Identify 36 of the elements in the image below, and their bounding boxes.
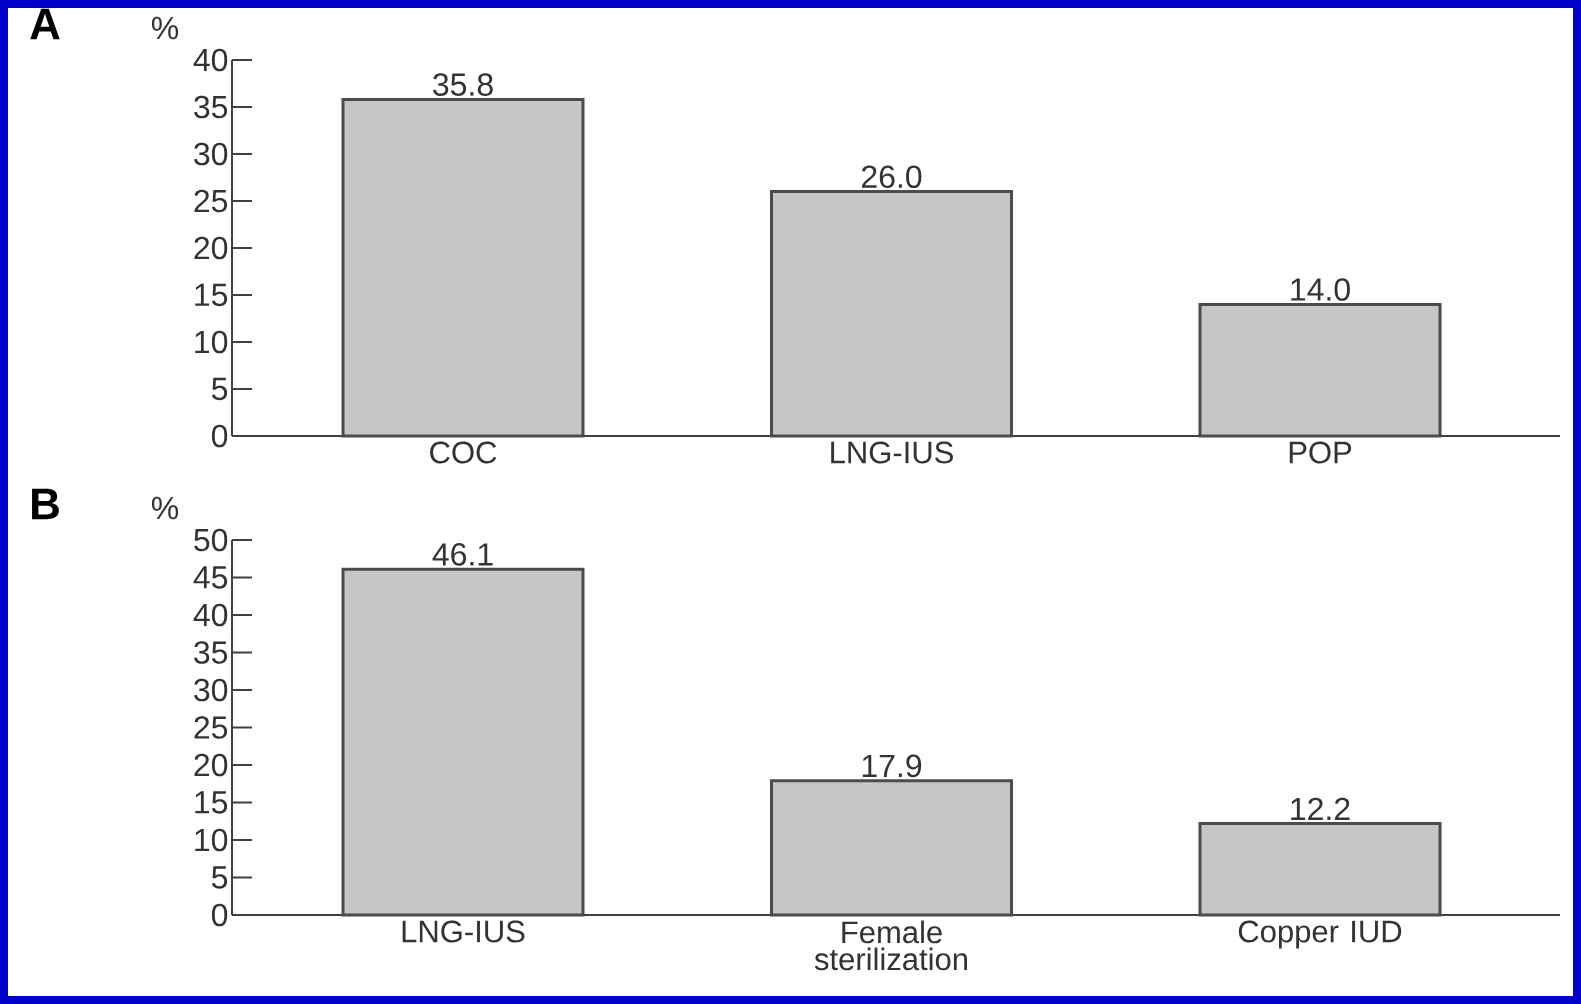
y-tick-label: 45 — [193, 566, 228, 589]
data-label: 46.1 — [432, 543, 493, 566]
y-tick-label: 10 — [195, 828, 228, 852]
y-tick-label: 40 — [193, 48, 228, 72]
data-label: 14.0 — [1291, 278, 1350, 301]
y-tick-label: 35 — [194, 95, 228, 119]
x-tick-label: POP — [1289, 441, 1352, 464]
y-tick-label: 20 — [194, 236, 228, 260]
x-tick-label: Copper IUD — [1238, 920, 1402, 949]
chart-title: A — [30, 8, 60, 40]
y-tick-label: 30 — [194, 678, 228, 702]
y-tick-label: 0 — [211, 903, 228, 927]
data-label: 12.2 — [1291, 797, 1350, 820]
x-tick-label: LNG-IUS — [831, 441, 953, 464]
y-tick-label: 15 — [195, 791, 228, 814]
x-tick-label: Female sterilization — [814, 920, 967, 971]
y-tick-label: 35 — [194, 641, 228, 664]
y-tick-label: 10 — [195, 330, 228, 354]
y-axis-title: % — [151, 496, 179, 520]
y-tick-label: 0 — [211, 424, 228, 448]
y-tick-label: 25 — [194, 716, 228, 739]
y-tick-label: 40 — [193, 603, 228, 627]
y-tick-label: 5 — [211, 866, 228, 889]
data-label: 17.9 — [862, 754, 922, 778]
x-tick-label: LNG-IUS — [402, 920, 525, 943]
chart-title: B — [32, 488, 59, 520]
data-label: 35.8 — [433, 73, 493, 96]
y-tick-label: 15 — [195, 283, 228, 307]
y-tick-label: 5 — [211, 377, 228, 401]
y-tick-label: 20 — [194, 753, 228, 777]
y-axis-title: % — [151, 16, 179, 40]
y-tick-label: 50 — [194, 528, 228, 552]
x-tick-label: COC — [430, 441, 497, 464]
data-label: 26.0 — [861, 165, 922, 189]
y-tick-label: 25 — [194, 189, 228, 213]
y-tick-label: 30 — [194, 142, 228, 166]
